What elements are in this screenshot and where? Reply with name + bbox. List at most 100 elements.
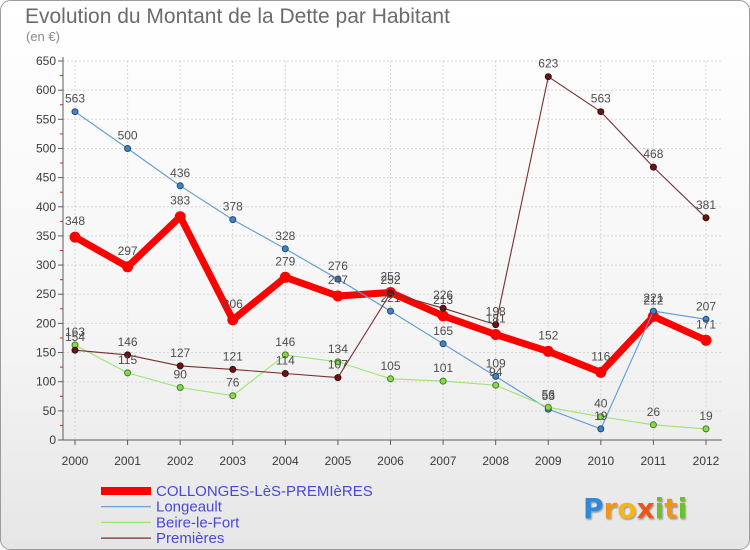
logo-letter: P	[583, 492, 604, 525]
y-tick-label: 100	[36, 375, 56, 389]
data-point-longeault	[597, 425, 605, 433]
data-point-collonges-les-premieres	[174, 211, 186, 223]
data-label-beire-le-fort: 105	[380, 359, 400, 373]
data-point-longeault	[229, 216, 237, 224]
x-tick-label: 2004	[272, 454, 299, 468]
data-point-collonges-les-premieres	[227, 314, 239, 326]
x-tick-label: 2001	[114, 454, 141, 468]
data-label-premieres: 252	[380, 273, 400, 287]
data-label-beire-le-fort: 40	[594, 397, 608, 411]
data-point-premieres	[702, 214, 710, 222]
data-point-collonges-les-premieres	[122, 261, 134, 273]
data-point-collonges-les-premieres	[437, 310, 449, 322]
data-label-longeault: 378	[223, 200, 243, 214]
data-label-longeault: 436	[170, 166, 190, 180]
data-point-beire-le-fort	[124, 369, 132, 377]
y-tick-label: 650	[36, 54, 56, 68]
logo-letter: r	[604, 492, 618, 525]
data-label-collonges-les-premieres: 213	[433, 293, 453, 307]
data-point-collonges-les-premieres	[490, 329, 502, 340]
logo-letter: o	[617, 492, 636, 525]
data-point-beire-le-fort	[334, 358, 342, 366]
data-label-beire-le-fort: 56	[542, 387, 556, 401]
logo-letter: x	[637, 492, 655, 525]
data-label-premieres: 226	[433, 288, 453, 302]
data-label-collonges-les-premieres: 253	[380, 270, 400, 284]
data-label-collonges-les-premieres: 247	[328, 273, 348, 287]
data-label-premieres: 107	[328, 358, 348, 372]
x-tick-label: 2002	[167, 454, 194, 468]
x-tick-label: 2007	[430, 454, 457, 468]
data-point-beire-le-fort	[229, 392, 237, 400]
x-tick-label: 2009	[535, 454, 562, 468]
x-tick-label: 2011	[641, 454, 667, 468]
data-label-beire-le-fort: 94	[489, 365, 503, 379]
x-tick-label: 2012	[693, 454, 720, 468]
y-tick-label: 300	[36, 258, 56, 272]
data-label-beire-le-fort: 134	[328, 342, 348, 356]
y-tick-label: 550	[36, 112, 56, 126]
data-label-collonges-les-premieres: 297	[118, 244, 138, 258]
y-tick-label: 400	[36, 200, 56, 214]
data-label-longeault: 19	[594, 409, 608, 423]
data-point-longeault	[281, 245, 289, 253]
data-point-beire-le-fort	[492, 381, 500, 389]
data-label-collonges-les-premieres: 383	[170, 194, 190, 208]
data-label-premieres: 198	[486, 305, 506, 319]
data-point-premieres	[71, 346, 79, 354]
legend-label-collonges-les-premieres: COLLONGES-LèS-PREMIèRES	[156, 483, 373, 500]
data-point-premieres	[229, 365, 237, 373]
data-point-premieres	[597, 108, 605, 116]
data-label-longeault: 221	[643, 291, 663, 305]
data-label-longeault: 53	[542, 389, 556, 403]
data-point-longeault	[176, 182, 184, 190]
data-label-beire-le-fort: 163	[65, 325, 85, 339]
data-label-longeault: 165	[433, 324, 453, 338]
y-tick-label: 450	[36, 171, 56, 185]
data-label-premieres: 121	[223, 349, 243, 363]
data-point-premieres	[334, 374, 342, 382]
data-label-beire-le-fort: 76	[226, 376, 240, 390]
data-point-longeault	[492, 372, 500, 380]
x-tick-label: 2010	[587, 454, 614, 468]
data-point-beire-le-fort	[387, 375, 394, 383]
y-tick-label: 250	[36, 287, 56, 301]
data-label-longeault: 221	[380, 291, 400, 305]
data-label-longeault: 207	[696, 299, 716, 313]
data-label-premieres: 623	[538, 57, 558, 71]
legend-label-longeault: Longeault	[156, 499, 223, 516]
x-tick-label: 2000	[62, 454, 89, 468]
data-label-collonges-les-premieres: 279	[275, 254, 295, 268]
data-labels: 348 297 383 206 279 247 253 213 181 152 116 212 171 5…	[65, 57, 716, 423]
chart-title: Evolution du Montant de la Dette par Hab…	[25, 5, 450, 28]
y-tick-label: 350	[36, 229, 56, 243]
data-point-collonges-les-premieres	[332, 290, 344, 302]
x-tick-label: 2008	[482, 454, 509, 468]
data-point-premieres	[124, 351, 132, 359]
data-point-longeault	[71, 108, 79, 116]
data-point-beire-le-fort	[439, 377, 447, 385]
y-tick-label: 50	[43, 404, 57, 418]
data-label-longeault: 328	[275, 229, 295, 243]
data-point-collonges-les-premieres	[69, 231, 81, 243]
data-label-collonges-les-premieres: 206	[223, 297, 243, 311]
data-label-premieres: 154	[65, 330, 85, 344]
data-point-beire-le-fort	[544, 403, 552, 411]
data-point-beire-le-fort	[281, 351, 289, 359]
data-label-longeault: 563	[65, 92, 85, 106]
y-tick-label: 150	[36, 346, 56, 360]
data-point-premieres	[439, 304, 447, 312]
data-point-longeault	[387, 307, 394, 315]
data-point-collonges-les-premieres	[542, 345, 554, 357]
logo-letter: i	[655, 492, 665, 525]
data-point-premieres	[649, 163, 657, 171]
data-label-beire-le-fort: 146	[275, 335, 295, 349]
data-label-premieres: 381	[696, 198, 716, 212]
data-label-collonges-les-premieres: 212	[643, 293, 663, 307]
data-point-beire-le-fort	[649, 421, 657, 429]
data-label-collonges-les-premieres: 348	[65, 214, 85, 228]
data-point-longeault	[649, 307, 657, 315]
data-point-premieres	[387, 289, 394, 297]
